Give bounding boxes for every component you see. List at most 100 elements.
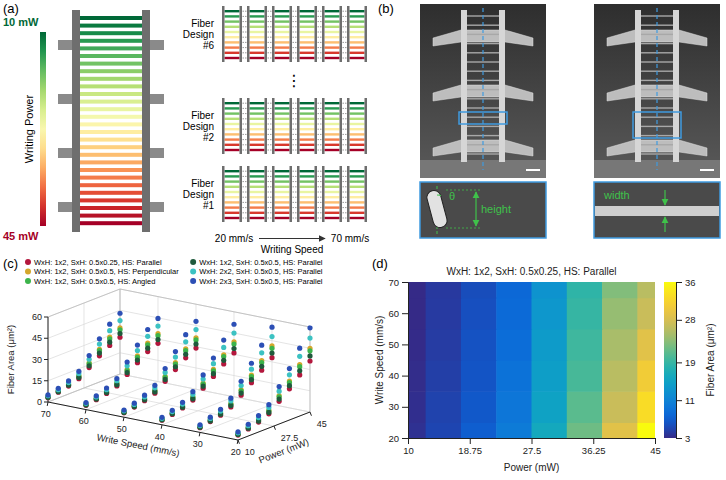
- point: [307, 353, 312, 358]
- rung-dash: [318, 47, 322, 48]
- rung-dash: [318, 212, 322, 213]
- figure: (a)10 mW45 mWWriting PowerFiberDesign#6F…: [0, 0, 726, 480]
- axis-title: Fiber Area (μm²): [5, 325, 16, 394]
- ladder-rung: [325, 201, 340, 203]
- zoom-frame: [594, 182, 720, 238]
- point: [277, 384, 282, 389]
- rung-dash: [343, 134, 347, 135]
- ladder-rung: [275, 128, 290, 130]
- ladder-rail: [222, 98, 225, 154]
- mini-ladder: [222, 166, 247, 222]
- rung-dash: [268, 134, 272, 135]
- tick-mark: [676, 400, 682, 401]
- rung-dash: [268, 37, 272, 38]
- rung-dash: [293, 181, 297, 182]
- ladder-rung: [80, 145, 142, 149]
- legend-item: WxH: 1x2, SxH: 0.5x0.5, HS: Angled: [25, 277, 155, 286]
- point: [159, 416, 164, 421]
- mini-ladder: [347, 166, 367, 222]
- ladder-rung: [275, 191, 290, 193]
- ladder-rung: [350, 118, 365, 120]
- cell: [637, 360, 655, 392]
- ladder-rung: [325, 36, 340, 38]
- rung-dash: [343, 58, 347, 59]
- box-edge: [48, 374, 120, 402]
- rung-dash: [293, 171, 297, 172]
- rung-dash: [343, 52, 347, 53]
- ladder-rung: [300, 196, 315, 198]
- ladder-rung: [225, 118, 240, 120]
- design-label-line: Fiber: [191, 178, 214, 189]
- ladder-rung: [325, 41, 340, 43]
- rung-dash: [318, 124, 322, 125]
- point: [201, 384, 206, 389]
- ladder-tab: [58, 148, 72, 158]
- ladder-rung: [225, 170, 240, 172]
- rung-dash: [243, 181, 247, 182]
- rung-dash: [318, 52, 322, 53]
- ladder-rung: [225, 107, 240, 109]
- point: [256, 413, 261, 418]
- tick-label: 0: [37, 397, 42, 407]
- rung-dash: [343, 103, 347, 104]
- rung-dash: [343, 26, 347, 27]
- rung-dash: [318, 118, 322, 119]
- rung-dash: [243, 202, 247, 203]
- ladder-rung: [275, 36, 290, 38]
- tick: 36.25: [582, 438, 606, 456]
- tick-mark: [402, 376, 408, 377]
- ladder-rung: [275, 175, 290, 177]
- ladder-rung: [350, 20, 365, 22]
- tick-label: 28: [685, 314, 696, 325]
- mini-ladder: [322, 166, 347, 222]
- rung-dash: [268, 129, 272, 130]
- ladder-rung: [325, 170, 340, 172]
- ladder-rung: [80, 115, 142, 119]
- rung-dash: [318, 37, 322, 38]
- design-label-line: #6: [203, 40, 215, 51]
- ladder-rung: [350, 133, 365, 135]
- point: [269, 325, 274, 330]
- grid-line: [84, 388, 274, 426]
- height-label: height: [481, 203, 511, 215]
- ladder-rung: [275, 102, 290, 104]
- point: [83, 401, 88, 406]
- box-edge: [48, 289, 120, 317]
- cell: [602, 360, 638, 392]
- point: [235, 429, 240, 434]
- ladder-rung: [300, 57, 315, 59]
- ladder-rung: [225, 212, 240, 214]
- ladder-rung: [300, 180, 315, 182]
- axis-line: [408, 283, 409, 439]
- mini-ladder: [297, 98, 322, 154]
- tick-label: 60: [32, 312, 42, 322]
- rung-dash: [268, 32, 272, 33]
- rung-dash: [318, 197, 322, 198]
- point: [221, 345, 226, 350]
- ladder-rung: [225, 206, 240, 208]
- rung-dash: [243, 129, 247, 130]
- point: [117, 331, 122, 336]
- design-label-line: Design: [183, 29, 214, 40]
- ladder-rung: [325, 26, 340, 28]
- point: [269, 346, 274, 351]
- ladder-rung: [250, 149, 265, 151]
- ladder-tab: [58, 202, 72, 212]
- ladder-rail: [340, 98, 343, 154]
- rung-dash: [318, 129, 322, 130]
- point: [97, 341, 102, 346]
- sem-rung: [641, 126, 673, 127]
- ladder-rung: [225, 15, 240, 17]
- ladder-rung: [250, 107, 265, 109]
- ladder-rail: [322, 98, 325, 154]
- ladder-rung: [325, 212, 340, 214]
- panel-d: (d)WxH: 1x2, SxH: 0.5x0.25, HS: Parallel…: [372, 256, 716, 473]
- ladder-rung: [225, 57, 240, 59]
- power-bar: [40, 32, 46, 226]
- ladder-rail: [315, 98, 318, 154]
- ladder-rung: [350, 128, 365, 130]
- point: [297, 354, 302, 359]
- tick-mark: [274, 426, 275, 430]
- ladder-rung: [275, 52, 290, 54]
- dim-line: [664, 190, 665, 205]
